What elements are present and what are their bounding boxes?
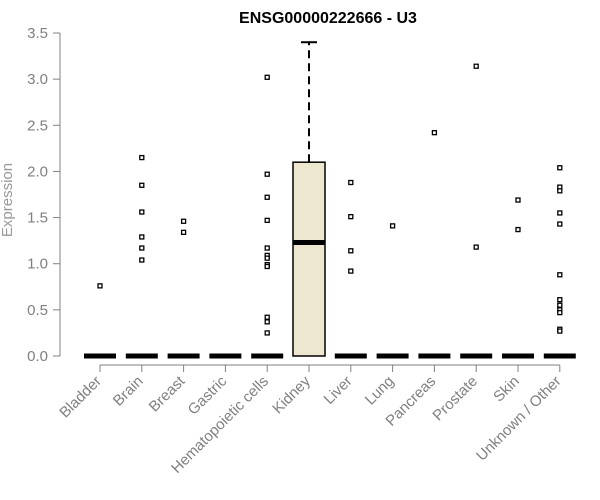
outlier-point xyxy=(139,154,145,161)
outlier-point xyxy=(557,297,563,303)
x-tick-label: Skin xyxy=(490,373,523,406)
chart-title: ENSG00000222666 - U3 xyxy=(239,10,417,27)
outlier-point xyxy=(264,74,270,80)
outlier-point xyxy=(473,63,479,69)
box-group xyxy=(125,154,158,359)
outlier-point xyxy=(557,328,563,334)
outlier-point xyxy=(473,244,479,250)
outlier-point xyxy=(97,283,103,289)
outlier-point xyxy=(557,272,563,278)
box-group xyxy=(502,197,534,359)
y-tick-label: 3.5 xyxy=(27,25,48,42)
outlier-point xyxy=(348,268,354,274)
outlier-point xyxy=(139,257,145,263)
outlier-point xyxy=(139,182,145,188)
outlier-point xyxy=(264,319,270,325)
box-group xyxy=(543,165,576,359)
outlier-point xyxy=(264,255,270,261)
box-body xyxy=(292,161,326,357)
x-tick-label: Bladder xyxy=(56,373,105,422)
box-group xyxy=(167,218,200,359)
box-group xyxy=(334,179,367,359)
y-axis: 0.0 0.5 1.0 1.5 2.0 2.5 3.0 3.5 xyxy=(27,25,61,365)
outlier-point xyxy=(431,130,438,136)
box-group xyxy=(292,41,326,357)
y-tick-label: 1.0 xyxy=(27,256,48,273)
outlier-point xyxy=(264,217,270,223)
outlier-point xyxy=(557,302,563,308)
box-group xyxy=(460,63,493,359)
outlier-point xyxy=(264,171,270,177)
outlier-point xyxy=(180,229,187,235)
outlier-point xyxy=(264,263,270,270)
y-tick-label: 2.0 xyxy=(27,163,48,180)
x-tick-label: Prostate xyxy=(429,373,481,425)
outlier-point xyxy=(515,226,521,233)
outlier-point xyxy=(264,330,270,336)
outlier-point xyxy=(348,213,354,220)
outlier-point xyxy=(139,209,145,215)
outlier-point xyxy=(139,234,145,240)
outlier-point xyxy=(389,223,396,229)
x-tick-label: Kidney xyxy=(269,372,314,417)
outlier-point xyxy=(264,194,270,200)
y-tick-label: 0.5 xyxy=(27,302,48,319)
y-tick-label: 3.0 xyxy=(27,71,48,88)
outlier-point xyxy=(180,218,187,224)
y-axis-label: Expression xyxy=(0,163,16,237)
box-group xyxy=(84,283,116,359)
outlier-point xyxy=(264,314,270,320)
outlier-point xyxy=(264,245,270,251)
outlier-point xyxy=(348,248,354,254)
outlier-point xyxy=(557,165,563,171)
x-tick-label: Brain xyxy=(110,373,147,410)
y-tick-label: 2.5 xyxy=(27,117,48,134)
box-group xyxy=(376,223,409,359)
outlier-point xyxy=(557,309,563,316)
x-tick-label: Breast xyxy=(146,372,189,415)
outlier-point xyxy=(557,188,563,194)
box-group xyxy=(251,74,284,359)
outlier-point xyxy=(139,245,145,251)
x-tick-label: Liver xyxy=(321,373,356,408)
outlier-point xyxy=(557,210,563,216)
outlier-point xyxy=(557,221,563,227)
box-group xyxy=(418,130,451,359)
y-tick-label: 1.5 xyxy=(27,210,48,227)
y-tick-label: 0.0 xyxy=(27,348,48,365)
outlier-point xyxy=(348,179,354,186)
outlier-point xyxy=(515,197,521,203)
x-tick-label: Lung xyxy=(362,373,398,409)
boxes-layer xyxy=(84,41,576,359)
